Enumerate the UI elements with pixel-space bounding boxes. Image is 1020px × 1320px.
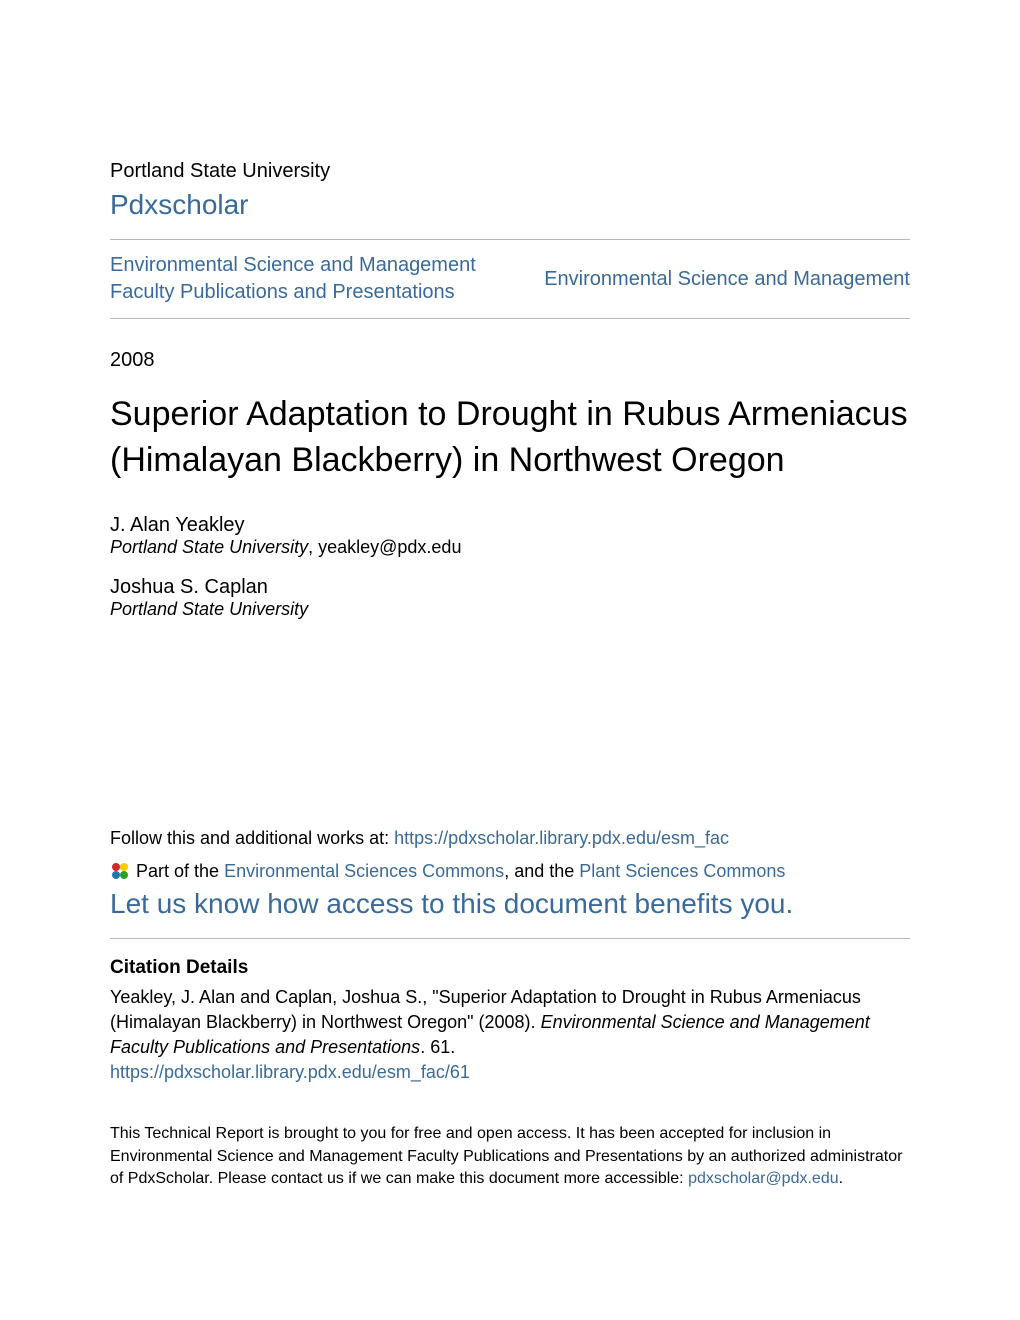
spacer xyxy=(110,638,910,828)
scholar-link[interactable]: Pdxscholar xyxy=(110,189,910,221)
author-name-1: J. Alan Yeakley xyxy=(110,514,910,537)
part-of-row: Part of the Environmental Sciences Commo… xyxy=(110,861,910,882)
nav-row: Environmental Science and Management Fac… xyxy=(110,240,910,318)
footer-suffix: . xyxy=(839,1170,843,1187)
follow-line: Follow this and additional works at: htt… xyxy=(110,828,910,849)
publication-year: 2008 xyxy=(110,349,910,372)
benefits-link[interactable]: Let us know how access to this document … xyxy=(110,888,910,920)
part-of-mid: , and the xyxy=(504,861,579,881)
citation-divider xyxy=(110,938,910,939)
author-affil-1: Portland State University, yeakley@pdx.e… xyxy=(110,537,910,558)
citation-suffix: . 61. xyxy=(420,1037,455,1057)
commons-link-1[interactable]: Environmental Sciences Commons xyxy=(224,861,504,881)
citation-body: Yeakley, J. Alan and Caplan, Joshua S., … xyxy=(110,985,910,1061)
part-of-prefix: Part of the xyxy=(136,861,224,881)
author-affil-text-2: Portland State University xyxy=(110,599,308,619)
author-block-2: Joshua S. Caplan Portland State Universi… xyxy=(110,576,910,620)
footer-email[interactable]: pdxscholar@pdx.edu xyxy=(688,1170,839,1187)
follow-url[interactable]: https://pdxscholar.library.pdx.edu/esm_f… xyxy=(394,828,729,848)
author-affil-2: Portland State University xyxy=(110,599,910,620)
university-name: Portland State University xyxy=(110,160,910,183)
follow-prefix: Follow this and additional works at: xyxy=(110,828,394,848)
nav-department-link[interactable]: Environmental Science and Management xyxy=(544,268,910,291)
author-affil-text-1: Portland State University xyxy=(110,537,308,557)
footer-text: This Technical Report is brought to you … xyxy=(110,1123,910,1190)
citation-url[interactable]: https://pdxscholar.library.pdx.edu/esm_f… xyxy=(110,1062,910,1083)
nav-divider xyxy=(110,318,910,319)
commons-link-2[interactable]: Plant Sciences Commons xyxy=(579,861,785,881)
network-commons-icon xyxy=(110,861,130,881)
author-email-1: , yeakley@pdx.edu xyxy=(308,537,461,557)
citation-heading: Citation Details xyxy=(110,957,910,979)
author-block-1: J. Alan Yeakley Portland State Universit… xyxy=(110,514,910,558)
nav-collection-link[interactable]: Environmental Science and Management Fac… xyxy=(110,252,510,306)
part-of-text: Part of the Environmental Sciences Commo… xyxy=(136,861,785,882)
paper-title: Superior Adaptation to Drought in Rubus … xyxy=(110,392,910,484)
author-name-2: Joshua S. Caplan xyxy=(110,576,910,599)
